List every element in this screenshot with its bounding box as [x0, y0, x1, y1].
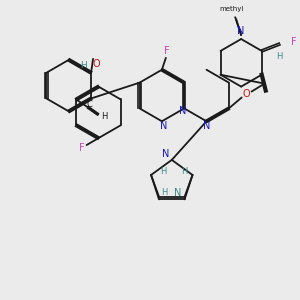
- Text: C: C: [86, 100, 92, 109]
- Text: O: O: [243, 88, 250, 98]
- Text: N: N: [162, 149, 169, 159]
- Text: N: N: [178, 106, 186, 116]
- Text: N: N: [174, 188, 182, 198]
- Text: F: F: [291, 37, 296, 47]
- Text: N: N: [160, 121, 168, 131]
- Text: H: H: [101, 112, 107, 121]
- Text: O: O: [92, 59, 100, 69]
- Text: F: F: [164, 46, 170, 56]
- Text: N: N: [238, 26, 245, 36]
- Text: H: H: [80, 61, 86, 70]
- Text: H: H: [276, 52, 283, 62]
- Text: H: H: [161, 188, 167, 197]
- Text: H: H: [160, 167, 166, 176]
- Text: H: H: [182, 167, 188, 176]
- Text: methyl: methyl: [219, 6, 243, 12]
- Text: N: N: [203, 121, 210, 131]
- Text: F: F: [79, 143, 85, 153]
